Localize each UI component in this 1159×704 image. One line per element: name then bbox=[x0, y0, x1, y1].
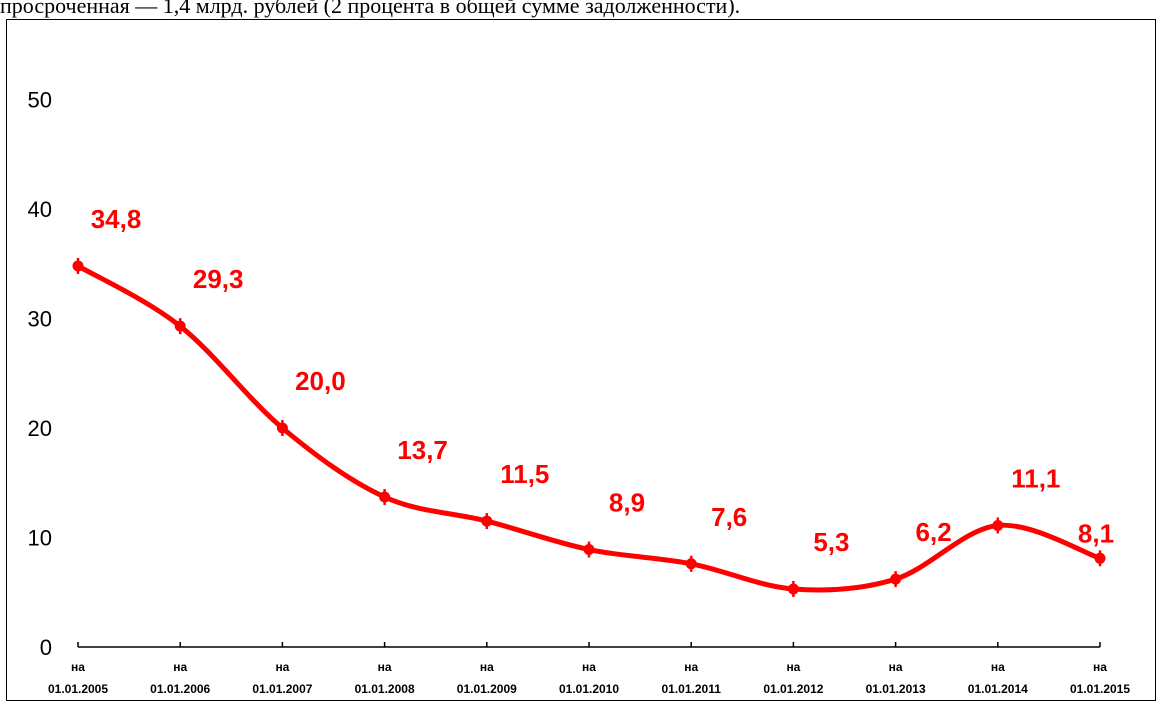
data-label: 7,6 bbox=[711, 502, 747, 532]
x-tick-prefix: на bbox=[889, 660, 903, 674]
x-tick-date: 01.01.2010 bbox=[559, 682, 619, 696]
x-tick-prefix: на bbox=[378, 660, 392, 674]
y-tick-label: 10 bbox=[28, 526, 52, 551]
y-tick-label: 40 bbox=[28, 197, 52, 222]
x-tick-date: 01.01.2014 bbox=[968, 682, 1028, 696]
x-tick-prefix: на bbox=[480, 660, 494, 674]
x-tick-prefix: на bbox=[71, 660, 85, 674]
x-tick-prefix: на bbox=[991, 660, 1005, 674]
data-label: 34,8 bbox=[91, 204, 142, 234]
data-label: 5,3 bbox=[813, 527, 849, 557]
header-text: просроченная — 1,4 млрд. рублей (2 проце… bbox=[0, 0, 741, 18]
x-tick-prefix: на bbox=[1093, 660, 1107, 674]
x-tick-prefix: на bbox=[173, 660, 187, 674]
y-tick-label: 20 bbox=[28, 416, 52, 441]
y-axis-ticks: 0 10 20 30 40 50 bbox=[28, 88, 52, 661]
data-label: 8,1 bbox=[1078, 518, 1114, 548]
x-tick-prefix: на bbox=[684, 660, 698, 674]
x-tick-prefix: на bbox=[275, 660, 289, 674]
chart-frame bbox=[6, 19, 1156, 701]
x-tick-prefix: на bbox=[582, 660, 596, 674]
data-label: 13,7 bbox=[397, 435, 448, 465]
data-label: 11,1 bbox=[1011, 463, 1060, 493]
data-labels: 34,8 29,3 20,0 13,7 11,5 8,9 7,6 5,3 6,2 11,1 8,1 bbox=[91, 204, 1114, 557]
y-tick-label: 50 bbox=[28, 88, 52, 113]
x-tick-date: 01.01.2007 bbox=[252, 682, 312, 696]
x-axis: на 01.01.2005 на 01.01.2006 на 01.01.2007 на 01… bbox=[48, 642, 1130, 696]
x-tick-date: 01.01.2005 bbox=[48, 682, 108, 696]
x-tick-date: 01.01.2013 bbox=[866, 682, 926, 696]
y-tick-label: 0 bbox=[40, 635, 52, 660]
x-tick-date: 01.01.2009 bbox=[457, 682, 517, 696]
data-label: 6,2 bbox=[916, 517, 952, 547]
data-label: 11,5 bbox=[500, 459, 549, 489]
x-tick-date: 01.01.2006 bbox=[150, 682, 210, 696]
x-tick-date: 01.01.2011 bbox=[661, 682, 721, 696]
data-points bbox=[72, 257, 1106, 597]
data-label: 8,9 bbox=[609, 488, 645, 518]
x-tick-prefix: на bbox=[786, 660, 800, 674]
data-label: 29,3 bbox=[193, 264, 244, 294]
y-tick-label: 30 bbox=[28, 307, 52, 332]
x-tick-date: 01.01.2008 bbox=[355, 682, 415, 696]
x-tick-date: 01.01.2015 bbox=[1070, 682, 1130, 696]
x-tick-date: 01.01.2012 bbox=[763, 682, 823, 696]
data-label: 20,0 bbox=[295, 366, 346, 396]
